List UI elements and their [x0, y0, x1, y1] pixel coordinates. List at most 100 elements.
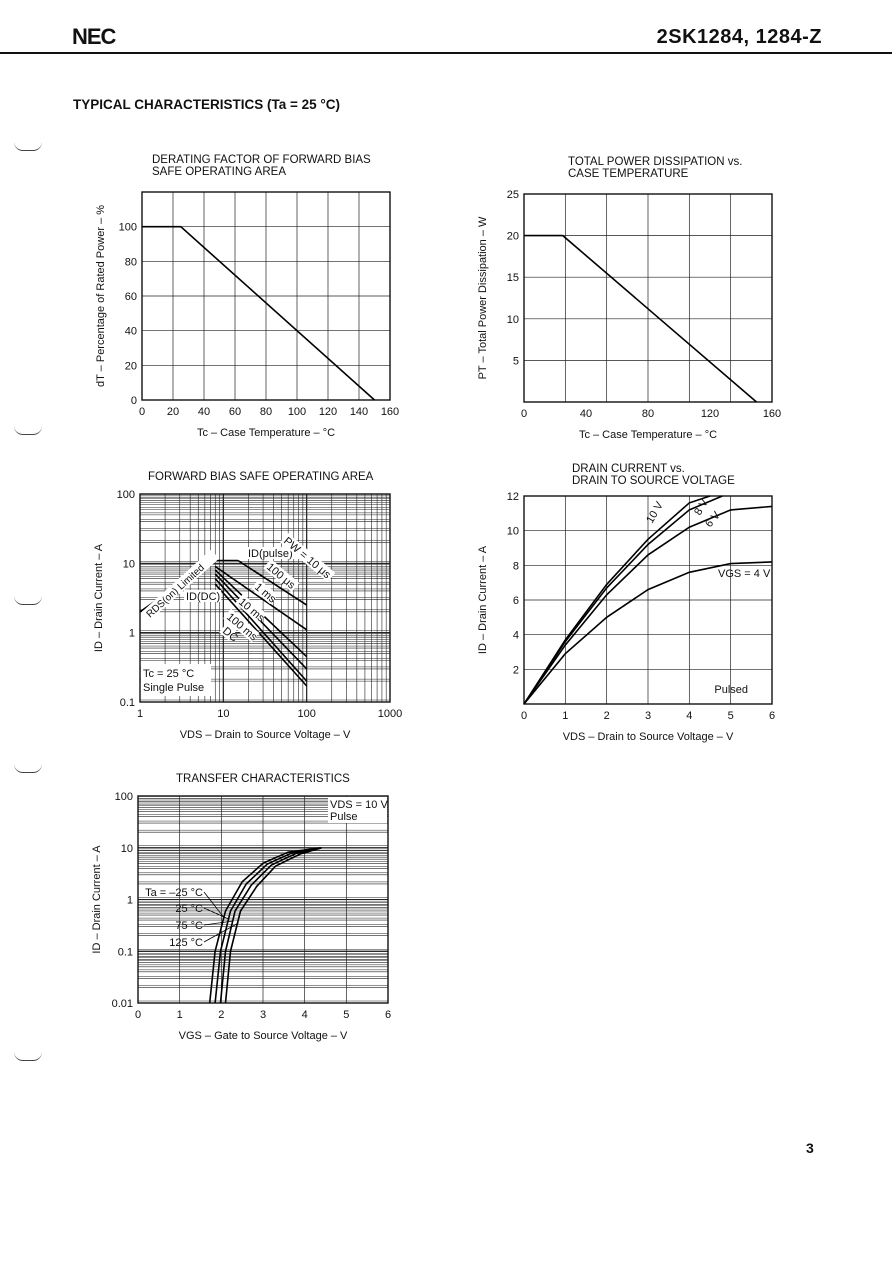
- series-label: VGS = 4 V: [718, 568, 771, 580]
- x-tick-label: 6: [385, 1009, 391, 1021]
- series-line: [523, 495, 723, 705]
- y-tick-label: 0: [131, 395, 137, 407]
- gridlines: [524, 194, 772, 402]
- x-tick-label: 3: [260, 1009, 266, 1021]
- x-tick-label: 0: [139, 406, 145, 418]
- chart-title: DRAIN CURRENT vs.: [572, 463, 685, 475]
- y-tick-label: 10: [121, 843, 133, 855]
- series-label: 125 °C: [169, 937, 203, 949]
- x-tick-label: 4: [686, 710, 692, 722]
- y-tick-label: 12: [507, 491, 519, 503]
- y-axis-label: ID – Drain Current – A: [91, 845, 103, 954]
- annotation-bg: [246, 547, 302, 559]
- y-tick-label: 100: [117, 489, 135, 501]
- x-tick-label: 40: [198, 406, 210, 418]
- chart-title: TOTAL POWER DISSIPATION vs.: [568, 156, 742, 168]
- y-axis-label: PT – Total Power Dissipation – W: [477, 216, 489, 379]
- series-line: [523, 561, 773, 705]
- y-tick-label: 1: [129, 628, 135, 640]
- plot-frame: [141, 191, 391, 401]
- part-number: 2SK1284, 1284-Z: [656, 26, 822, 48]
- y-tick-label: 10: [123, 558, 135, 570]
- x-tick-label: 40: [580, 408, 592, 420]
- chart-annotation: VDS = 10 V: [330, 799, 388, 811]
- x-tick-label: 5: [343, 1009, 349, 1021]
- y-tick-label: 2: [513, 664, 519, 676]
- annotation-bg: [235, 594, 267, 624]
- y-tick-label: 1: [127, 895, 133, 907]
- chart-annotation: ID(DC): [186, 591, 220, 603]
- annotation-bg: [219, 623, 237, 641]
- binding-hole-mark: [14, 764, 42, 773]
- annotation-bg: [141, 549, 219, 621]
- y-tick-label: 0.1: [120, 697, 135, 709]
- annotation-bg: [263, 559, 300, 593]
- x-tick-label: 5: [728, 710, 734, 722]
- label-leader: [203, 907, 229, 920]
- series-line: [214, 573, 308, 670]
- x-tick-label: 140: [350, 406, 368, 418]
- y-tick-label: 4: [513, 630, 519, 642]
- binding-hole-mark: [14, 596, 42, 605]
- series-line: [224, 847, 322, 1004]
- series-line: [214, 847, 322, 1004]
- binding-hole-mark: [14, 142, 42, 151]
- plot-frame: [523, 495, 773, 705]
- x-axis-label: VGS – Gate to Source Voltage – V: [179, 1030, 348, 1042]
- chart-title: FORWARD BIAS SAFE OPERATING AREA: [148, 471, 374, 483]
- series-line: [214, 565, 308, 631]
- annotation-bg: [184, 590, 222, 602]
- series-line: [214, 578, 308, 682]
- x-tick-label: 1: [562, 710, 568, 722]
- section-title: TYPICAL CHARACTERISTICS (Ta = 25 °C): [73, 97, 341, 112]
- series-line: [237, 559, 308, 606]
- series-label: Ta = –25 °C: [145, 887, 203, 899]
- chart-title: DERATING FACTOR OF FORWARD BIAS: [152, 154, 371, 166]
- series-line: [142, 225, 376, 401]
- plot-frame: [139, 493, 391, 703]
- x-tick-label: 2: [604, 710, 610, 722]
- series-line: [214, 583, 308, 687]
- y-tick-label: 10: [507, 526, 519, 538]
- y-tick-label: 0.1: [118, 946, 133, 958]
- label-leader: [203, 920, 234, 926]
- x-tick-label: 0: [521, 710, 527, 722]
- series-line: [219, 847, 322, 1004]
- series-line: [523, 505, 773, 705]
- binding-hole-mark: [14, 1052, 42, 1061]
- y-tick-label: 15: [507, 272, 519, 284]
- gridlines: [524, 496, 772, 704]
- x-axis-label: Tc – Case Temperature – °C: [579, 429, 717, 441]
- annotation-bg: [223, 609, 260, 643]
- chart-annotation: Single Pulse: [143, 682, 204, 694]
- x-tick-label: 10: [217, 708, 229, 720]
- y-axis-label: ID – Drain Current – A: [93, 543, 105, 652]
- y-tick-label: 6: [513, 595, 519, 607]
- annotation-bg: [141, 664, 211, 696]
- y-tick-label: 80: [125, 256, 137, 268]
- x-tick-label: 60: [229, 406, 241, 418]
- chart-derating: 0 20 40 60 80 100 120 140 160 0 20 40 60 80 100 DERATIN…: [95, 154, 399, 439]
- chart-annotation: Tc = 25 °C: [143, 668, 194, 680]
- annotation-bg: [251, 579, 278, 605]
- chart-power: 0 40 80 120 160 5 10 15 20 25 TOTAL POWER DISSIPAT…: [477, 156, 781, 441]
- label-leader: [203, 922, 239, 943]
- plot-frame: [137, 795, 389, 1004]
- x-tick-label: 1: [177, 1009, 183, 1021]
- x-tick-label: 120: [319, 406, 337, 418]
- x-tick-label: 1: [137, 708, 143, 720]
- y-tick-label: 40: [125, 326, 137, 338]
- annotation-bg: [328, 797, 387, 823]
- x-tick-label: 160: [763, 408, 781, 420]
- x-tick-label: 160: [381, 406, 399, 418]
- series-label: 6 V: [703, 509, 723, 530]
- x-tick-label: 4: [302, 1009, 308, 1021]
- series-line: [524, 234, 758, 403]
- chart-transfer: 0 1 2 3 4 5 6 0.01 0.1 1 10 100 TRANSFER CHARACTERIS…: [91, 773, 391, 1042]
- x-tick-label: 80: [642, 408, 654, 420]
- x-tick-label: 3: [645, 710, 651, 722]
- x-tick-label: 20: [167, 406, 179, 418]
- series-label: 8 V: [692, 497, 711, 518]
